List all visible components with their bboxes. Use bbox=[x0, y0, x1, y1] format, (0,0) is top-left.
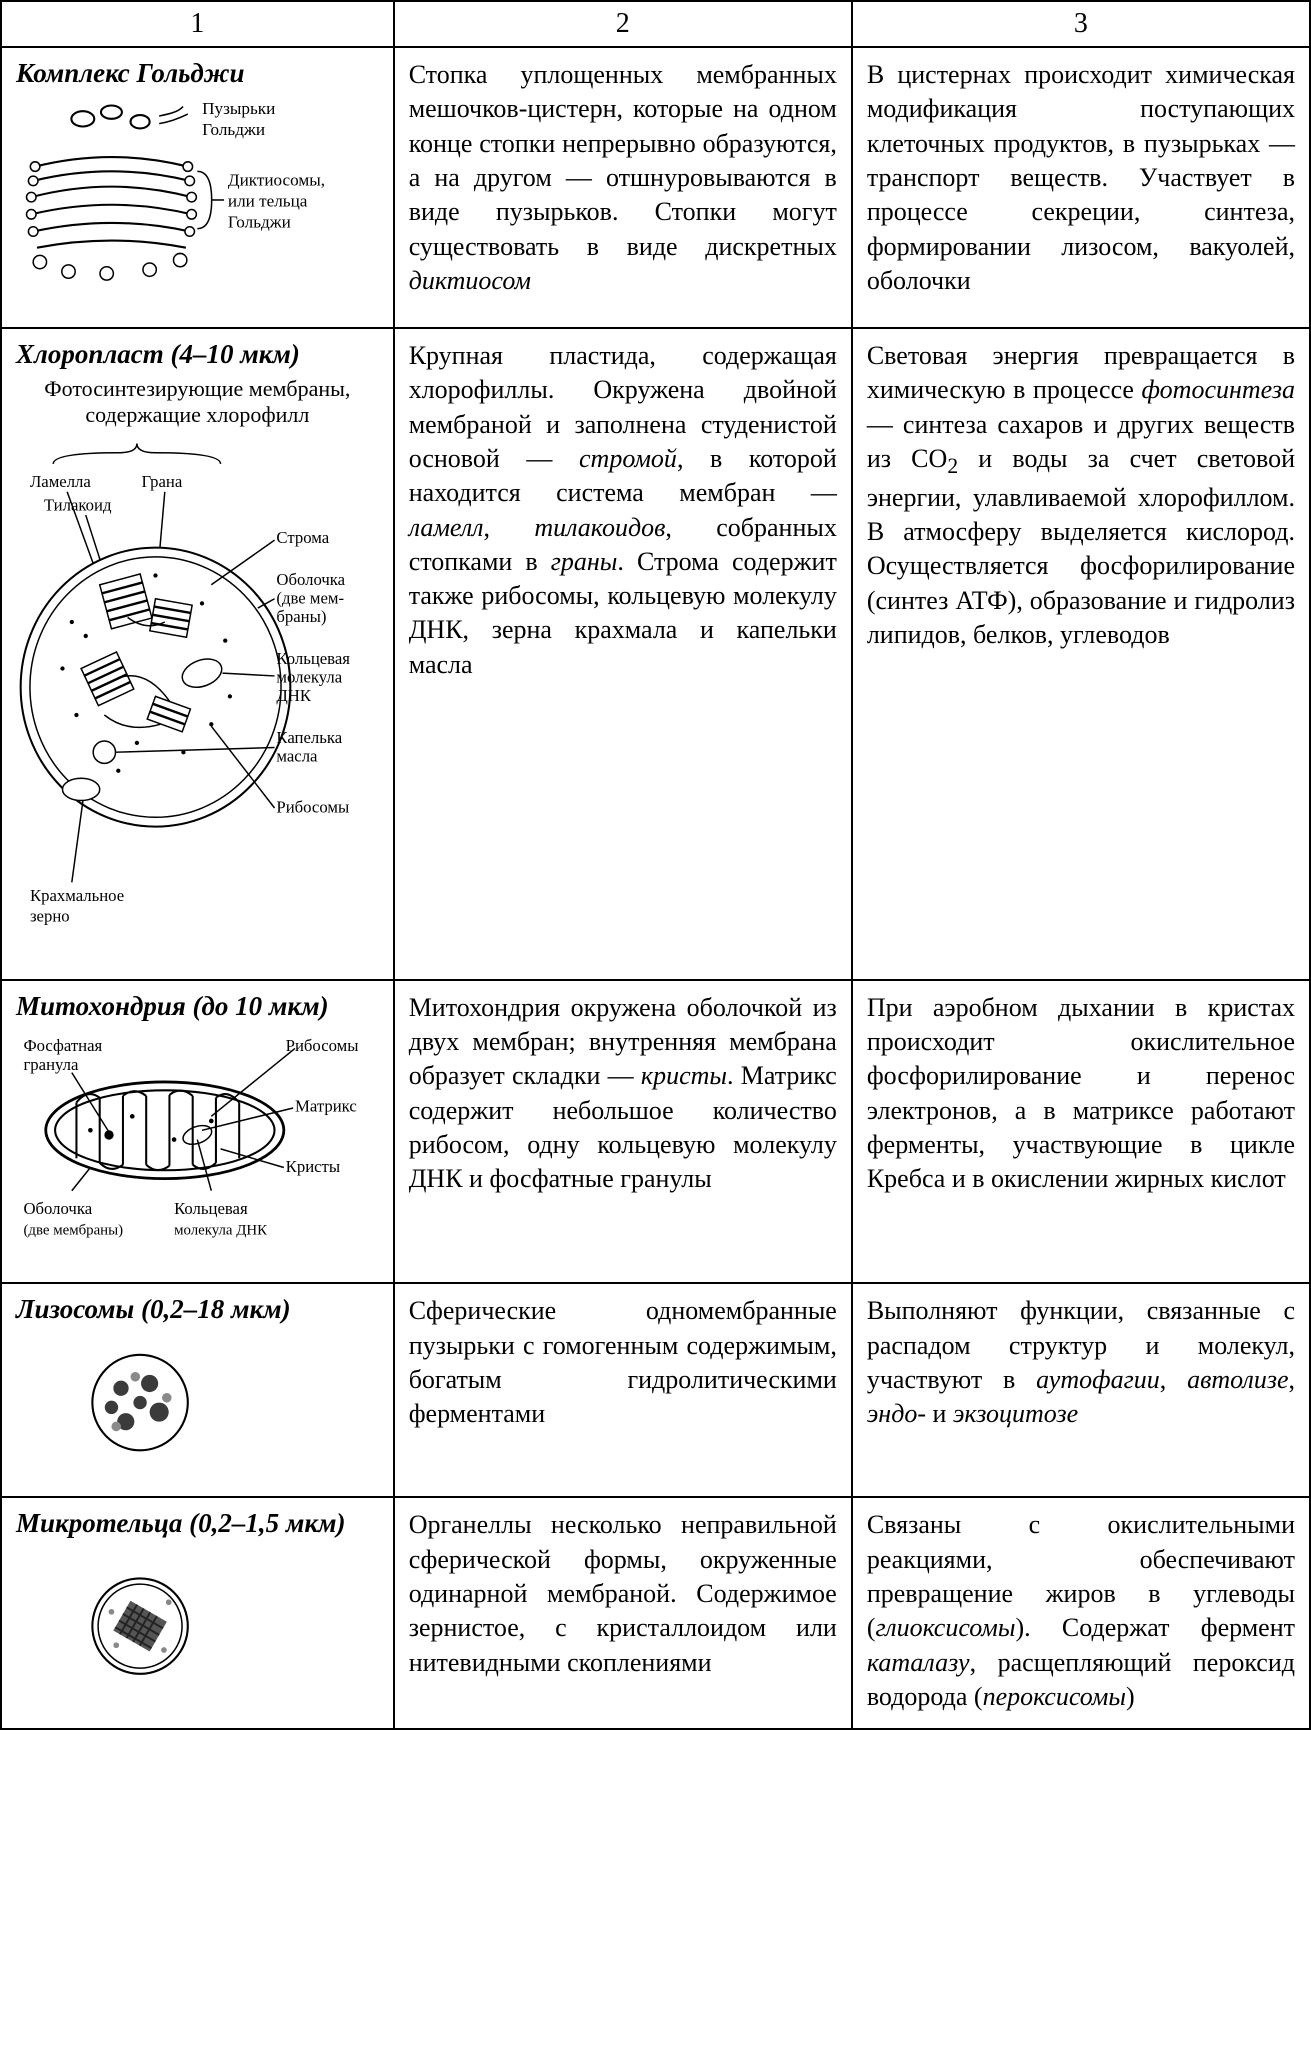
title-golgi: Комплекс Гольджи bbox=[16, 58, 379, 89]
lbl-dna3: ДНК bbox=[276, 686, 311, 705]
table-row: Комплекс Гольджи Пузырьки Гольджи bbox=[1, 47, 1310, 328]
chloroplast-diagram: Ламелла Грана Тилакоид bbox=[16, 436, 379, 957]
lbl-oil1: Капелька bbox=[276, 728, 342, 747]
lbl-menv1: Оболочка bbox=[23, 1199, 92, 1218]
lbl-thylakoid: Тилакоид bbox=[44, 495, 112, 514]
organelle-table: 1 2 3 Комплекс Гольджи Пузырьки Гольджи bbox=[0, 0, 1311, 1730]
col-header-3: 3 bbox=[852, 1, 1310, 47]
lbl-ribo: Рибосомы bbox=[276, 798, 349, 817]
lbl-env3: браны) bbox=[276, 607, 326, 626]
col3-micro: Связаны с окислительными реакциями, обес… bbox=[852, 1497, 1310, 1729]
label-dict-2: или тельца bbox=[228, 192, 308, 211]
lbl-dna1: Кольцевая bbox=[276, 649, 350, 668]
lbl-mdna2: молекула ДНК bbox=[174, 1222, 267, 1238]
table-row: Лизосомы (0,2–18 мкм) Сферические одноме… bbox=[1, 1283, 1310, 1497]
title-lyso: Лизосомы (0,2–18 мкм) bbox=[16, 1294, 379, 1325]
lbl-grana: Грана bbox=[142, 472, 183, 491]
table-row: Хлоропласт (4–10 мкм) Фотосинтезирующие … bbox=[1, 328, 1310, 980]
col-header-2: 2 bbox=[394, 1, 852, 47]
col2-micro: Органеллы несколько не­правильной сферич… bbox=[394, 1497, 852, 1729]
lbl-dna2: молекула bbox=[276, 667, 342, 686]
label-vesicles-1: Пузырьки bbox=[202, 99, 275, 118]
col1-mito: Митохондрия (до 10 мкм) Фосфатная гранул… bbox=[1, 980, 394, 1283]
col3-golgi: В цистернах происходит хи­мическая модиф… bbox=[852, 47, 1310, 328]
col-header-1: 1 bbox=[1, 1, 394, 47]
col2-golgi: Стопка уплощенных мем­бранных мешочков-ц… bbox=[394, 47, 852, 328]
col3-chloroplast: Световая энергия превра­щается в химичес… bbox=[852, 328, 1310, 980]
label-dict-1: Диктиосомы, bbox=[228, 171, 325, 190]
title-mito: Митохондрия (до 10 мкм) bbox=[16, 991, 379, 1022]
lbl-menv2: (две мембраны) bbox=[23, 1222, 123, 1238]
col3-mito: При аэробном дыхании в кристах происходи… bbox=[852, 980, 1310, 1283]
col1-golgi: Комплекс Гольджи Пузырьки Гольджи bbox=[1, 47, 394, 328]
golgi-diagram: Пузырьки Гольджи bbox=[16, 95, 379, 305]
lbl-oil2: масла bbox=[276, 746, 318, 765]
lbl-cristae: Кристы bbox=[286, 1157, 340, 1176]
lyso-diagram bbox=[16, 1331, 379, 1474]
sub-chloroplast: Фотосинтезирующие мембраны, содержащие х… bbox=[16, 376, 379, 428]
title-micro: Микротельца (0,2–1,5 мкм) bbox=[16, 1508, 379, 1539]
col2-mito: Митохондрия окружена оболочкой из двух м… bbox=[394, 980, 852, 1283]
lbl-phos1: Фосфатная bbox=[23, 1036, 102, 1055]
table-header-row: 1 2 3 bbox=[1, 1, 1310, 47]
col3-lyso: Выполняют функции, свя­занные с распадом… bbox=[852, 1283, 1310, 1497]
lbl-starch2: зерно bbox=[30, 906, 70, 925]
lbl-mdna1: Кольцевая bbox=[174, 1199, 248, 1218]
lbl-matrix: Матрикс bbox=[295, 1096, 357, 1115]
col1-lyso: Лизосомы (0,2–18 мкм) bbox=[1, 1283, 394, 1497]
lbl-phos2: гранула bbox=[23, 1055, 79, 1074]
lbl-env2: (две мем- bbox=[276, 588, 344, 607]
title-chloroplast: Хлоропласт (4–10 мкм) bbox=[16, 339, 379, 370]
table-row: Микротельца (0,2–1,5 мкм) bbox=[1, 1497, 1310, 1729]
lbl-stroma: Строма bbox=[276, 528, 329, 547]
label-dict-3: Гольджи bbox=[228, 213, 291, 232]
lbl-env1: Оболочка bbox=[276, 570, 345, 589]
lbl-mribo: Рибосомы bbox=[286, 1036, 359, 1055]
label-vesicles-2: Гольджи bbox=[202, 120, 265, 139]
lbl-starch1: Крахмальное bbox=[30, 886, 124, 905]
col2-lyso: Сферические одномемб­ранные пузырьки с г… bbox=[394, 1283, 852, 1497]
col1-chloroplast: Хлоропласт (4–10 мкм) Фотосинтезирующие … bbox=[1, 328, 394, 980]
lbl-lamella: Ламелла bbox=[30, 472, 91, 491]
col2-chloroplast: Крупная пластида, содер­жащая хлорофиллы… bbox=[394, 328, 852, 980]
mito-diagram: Фосфатная гранула Рибосомы Матрикс Крист… bbox=[16, 1028, 379, 1260]
col1-micro: Микротельца (0,2–1,5 мкм) bbox=[1, 1497, 394, 1729]
table-row: Митохондрия (до 10 мкм) Фосфатная гранул… bbox=[1, 980, 1310, 1283]
micro-diagram bbox=[16, 1545, 379, 1698]
